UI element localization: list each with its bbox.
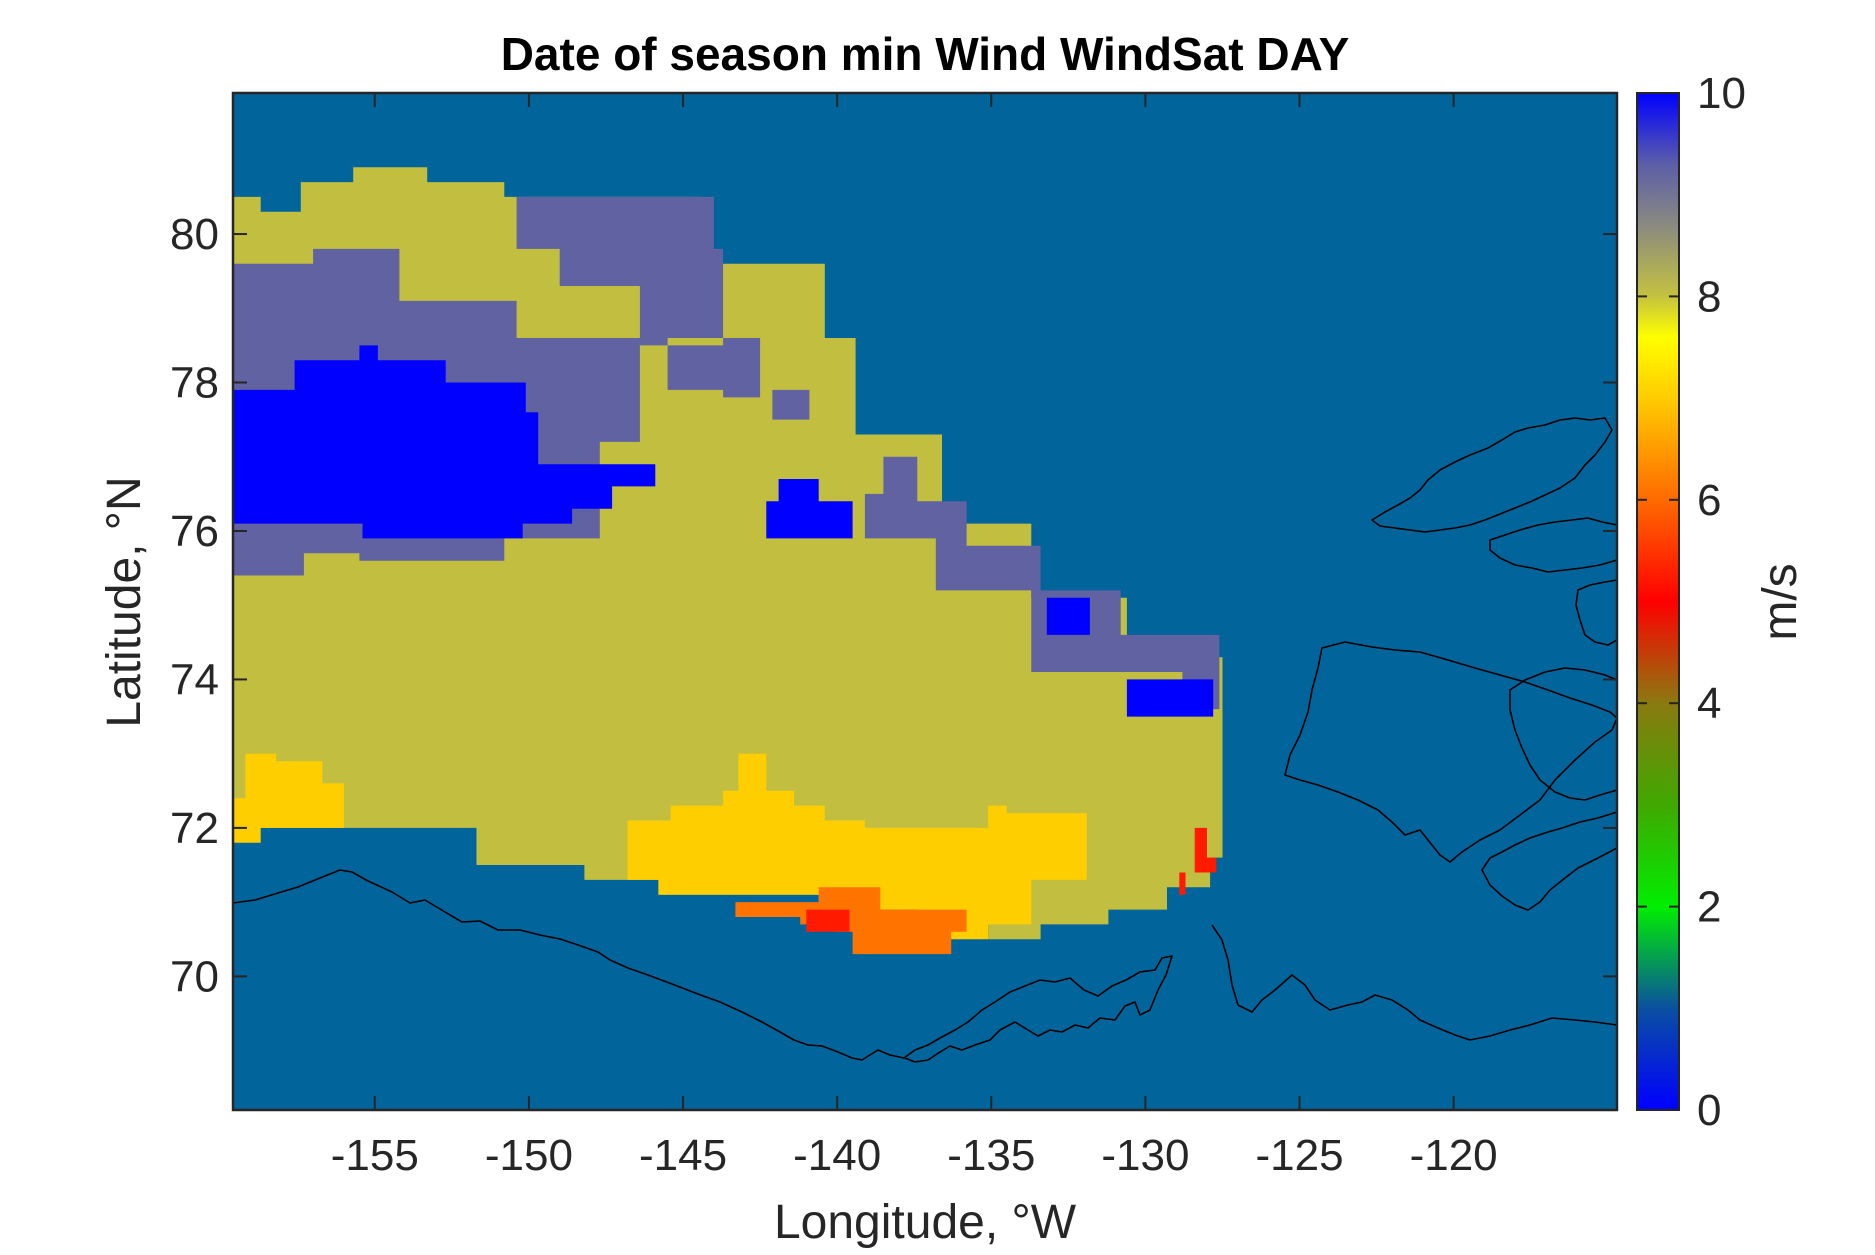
y-tick-label: 74 xyxy=(170,655,219,704)
y-tick-label: 78 xyxy=(170,359,219,408)
heatmap-region-11 xyxy=(735,887,967,955)
x-axis: -155 -150 -145 -140 -135 -130 -125 -120 xyxy=(331,93,1498,1180)
coastline-alaska xyxy=(233,869,1173,1063)
heatmap-region-6 xyxy=(766,479,853,539)
x-axis-label: Longitude, °W xyxy=(774,1196,1077,1249)
heatmap-region-7 xyxy=(1046,597,1090,635)
colorbar-tick-label: 2 xyxy=(1697,883,1721,932)
colorbar-tick-label: 4 xyxy=(1697,679,1721,728)
colorbar-gradient xyxy=(1636,92,1680,1111)
y-axis: 70 72 74 76 78 80 xyxy=(170,210,1617,1001)
colorbar-tick-label: 6 xyxy=(1697,476,1721,525)
y-tick-label: 72 xyxy=(170,804,219,853)
x-tick-label: -125 xyxy=(1255,1131,1343,1180)
heatmap-region-13 xyxy=(1179,827,1217,895)
coastline-prince-patrick xyxy=(1575,579,1617,646)
coastline-victoria-island xyxy=(1481,811,1617,911)
x-tick-label: -120 xyxy=(1410,1131,1498,1180)
colorbar-tick-label: 8 xyxy=(1697,272,1721,321)
plot-frame xyxy=(231,91,1619,1112)
colorbar: 0 2 4 6 8 10 m/s xyxy=(1636,69,1807,1135)
plot-area xyxy=(231,91,1619,1112)
coastline-mackenzie xyxy=(1211,924,1617,1041)
y-tick-label: 70 xyxy=(170,952,219,1001)
x-tick-label: -140 xyxy=(793,1131,881,1180)
heatmap-region-2 xyxy=(516,196,761,398)
chart-title: Date of season min Wind WindSat DAY xyxy=(501,28,1350,80)
y-tick-label: 80 xyxy=(170,210,219,259)
heatmap-region-3 xyxy=(864,456,1220,710)
heatmap-region-5 xyxy=(627,464,656,487)
x-tick-label: -130 xyxy=(1101,1131,1189,1180)
colorbar-tick-label: 0 xyxy=(1697,1086,1721,1135)
coastlines xyxy=(233,417,1617,1063)
colorbar-ticks: 0 2 4 6 8 10 xyxy=(1637,69,1746,1135)
heatmap-region-8 xyxy=(1126,679,1214,717)
heatmap-region-4 xyxy=(233,345,628,539)
colorbar-tick-label: 10 xyxy=(1697,69,1746,118)
coastline-parry-islands xyxy=(1371,417,1613,533)
x-tick-label: -145 xyxy=(639,1131,727,1180)
coastline-victoria-north xyxy=(1509,667,1617,801)
x-tick-label: -155 xyxy=(331,1131,419,1180)
heatmap-region-9 xyxy=(233,753,344,843)
y-axis-label: Latitude, °N xyxy=(98,476,151,727)
heatmap-region-12 xyxy=(806,909,850,932)
colorbar-label: m/s xyxy=(1754,563,1807,640)
heatmap-region-10 xyxy=(627,753,1087,940)
x-tick-label: -150 xyxy=(485,1131,573,1180)
x-tick-label: -135 xyxy=(947,1131,1035,1180)
heatmap-regions xyxy=(233,167,1223,955)
coastline-banks-island xyxy=(1284,641,1617,863)
y-tick-label: 76 xyxy=(170,507,219,556)
coastline-melville-island xyxy=(1489,517,1617,573)
